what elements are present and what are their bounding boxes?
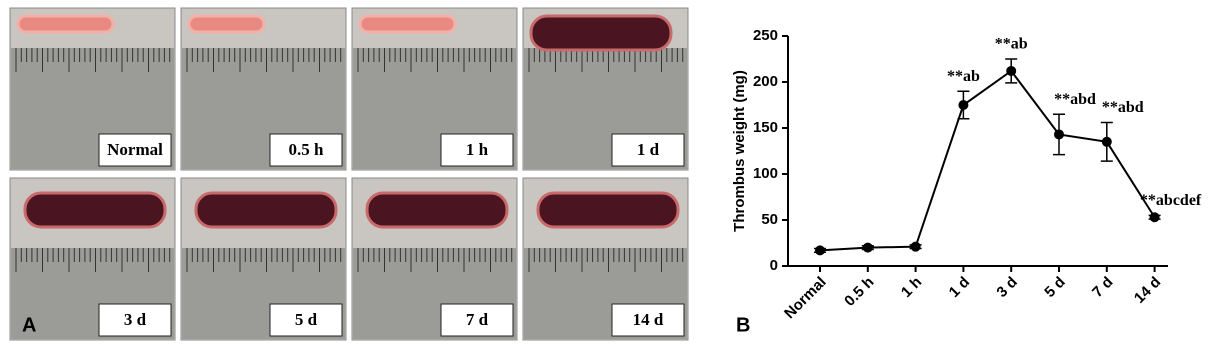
data-point	[910, 241, 921, 252]
panel-tag: 5 d	[295, 310, 318, 329]
data-point	[862, 242, 873, 253]
label-box	[98, 133, 172, 167]
thrombus	[365, 191, 509, 229]
panel-tag: 0.5 h	[289, 140, 325, 159]
panel-tag: Normal	[107, 140, 163, 159]
x-tick-label: Normal	[781, 274, 830, 323]
thrombus	[358, 14, 457, 34]
panel-label: A	[22, 314, 36, 336]
panel-tag: 7 d	[466, 310, 489, 329]
thrombus	[16, 14, 115, 34]
thrombus	[536, 191, 680, 229]
x-tick-label: 7 d	[1089, 274, 1116, 301]
x-tick-label: 5 d	[1041, 274, 1068, 301]
data-line	[819, 69, 1156, 252]
panel-tag: 1 h	[466, 140, 489, 159]
label-box	[98, 303, 172, 337]
label-box	[269, 133, 343, 167]
x-tick-label: 0.5 h	[841, 274, 877, 310]
data-point	[1054, 129, 1064, 140]
y-tick-label: 200	[753, 73, 778, 90]
data-point	[1006, 65, 1017, 76]
thrombus	[187, 14, 266, 34]
significance-label: **abd	[1102, 99, 1144, 116]
x-tick-label: 1 d	[946, 274, 973, 301]
panel-tag: 3 d	[124, 310, 147, 329]
thrombus	[23, 191, 167, 229]
label-box	[611, 303, 685, 337]
y-tick-label: 250	[753, 27, 778, 44]
photo-grid: Normal 0.5 h 1 h 1 d 3 d 5 d 7 d 14 d	[9, 7, 689, 341]
panel-tag: 1 d	[637, 140, 660, 159]
panel-label: B	[736, 314, 750, 336]
y-axis-title: Thrombus weight (mg)	[731, 70, 748, 232]
y-tick-label: 50	[761, 211, 778, 228]
data-point	[958, 100, 969, 110]
significance-label: **abcdef	[1140, 192, 1202, 209]
significance-label: **abd	[1054, 91, 1096, 108]
data-point	[1101, 136, 1112, 147]
label-box	[440, 133, 514, 167]
x-tick-label: 3 d	[993, 274, 1020, 301]
label-box	[440, 303, 514, 337]
significance-label: **ab	[995, 36, 1028, 53]
panel-tag: 14 d	[633, 310, 664, 329]
data-point	[1149, 212, 1160, 223]
data-point	[815, 245, 825, 256]
y-tick-label: 0	[770, 257, 778, 274]
x-tick-label: 1 h	[898, 274, 925, 301]
label-box	[611, 133, 685, 167]
thrombus	[529, 14, 673, 52]
y-tick-label: 150	[753, 119, 778, 136]
significance-label: **ab	[947, 68, 980, 85]
y-tick-label: 100	[753, 165, 778, 182]
x-tick-label: 14 d	[1131, 274, 1164, 307]
label-box	[269, 303, 343, 337]
thrombus	[194, 191, 338, 229]
